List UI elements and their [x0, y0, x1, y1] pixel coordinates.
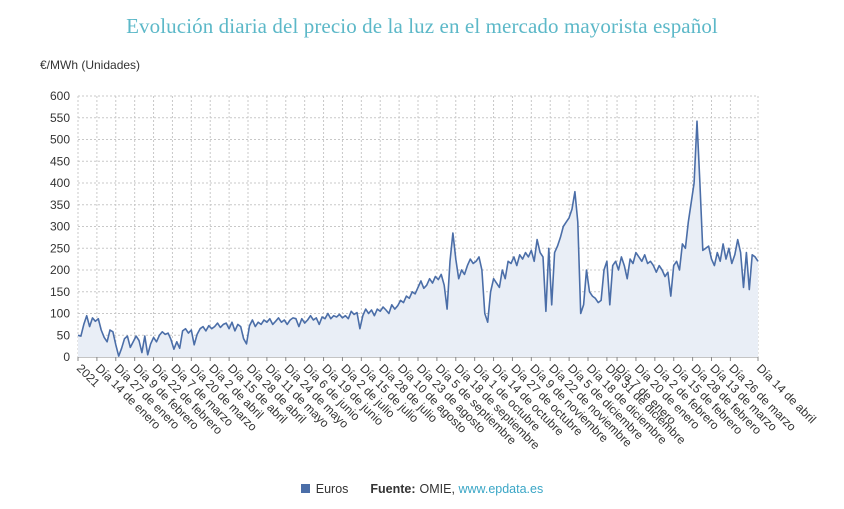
series-line-euros[interactable]	[77, 120, 759, 357]
y-tick-label: 350	[50, 198, 70, 212]
chart-title: Evolución diaria del precio de la luz en…	[126, 14, 718, 38]
y-tick-label: 400	[50, 176, 70, 190]
series-layer	[77, 120, 759, 357]
chart-footer: Euros Fuente: OMIE, www.epdata.es	[0, 482, 844, 496]
source-text: OMIE,	[419, 482, 455, 496]
y-tick-label: 100	[50, 307, 70, 321]
y-axis-ticks: 0 50 100 150 200 250 300 350 400 450 500 550 600	[50, 89, 70, 364]
y-tick-label: 200	[50, 263, 70, 277]
y-tick-label: 550	[50, 111, 70, 125]
y-tick-label: 50	[57, 328, 71, 342]
y-tick-label: 300	[50, 220, 70, 234]
series-area-fill	[78, 121, 758, 357]
source-link[interactable]: www.epdata.es	[458, 482, 544, 496]
y-tick-label: 500	[50, 133, 70, 147]
y-tick-label: 600	[50, 89, 70, 103]
y-tick-label: 450	[50, 154, 70, 168]
legend-swatch	[300, 484, 310, 494]
legend-series-name[interactable]: Euros	[315, 482, 349, 496]
y-tick-label: 150	[50, 285, 70, 299]
source-label: Fuente:	[370, 482, 416, 496]
y-axis-unit-label: €/MWh (Unidades)	[40, 58, 140, 72]
chart-canvas: €/MWh (Unidades) 0 50 100 150 200 250 300 350 40…	[40, 58, 819, 452]
y-tick-label: 250	[50, 241, 70, 255]
y-tick-label: 0	[63, 350, 70, 364]
